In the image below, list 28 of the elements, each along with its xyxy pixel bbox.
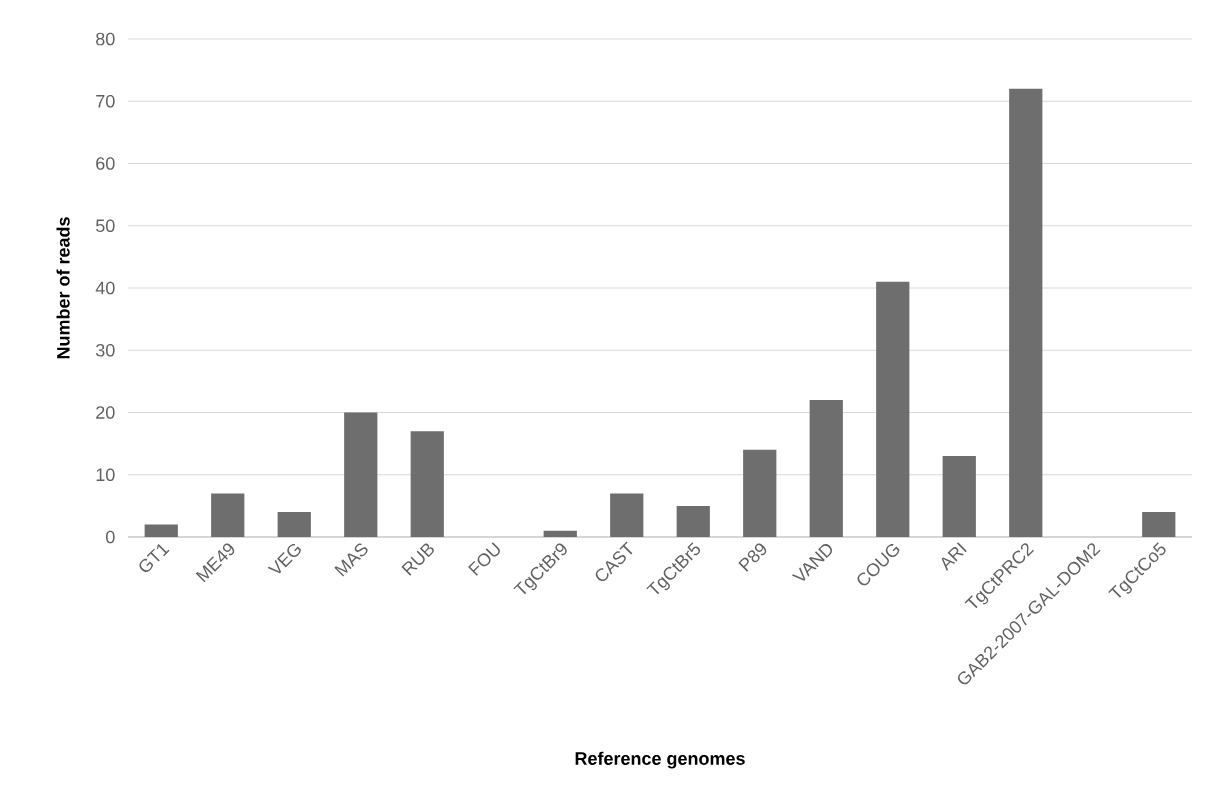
bar bbox=[676, 505, 710, 537]
bar bbox=[277, 512, 311, 537]
y-tick-label: 50 bbox=[96, 219, 115, 233]
y-tick-label: 70 bbox=[96, 94, 115, 108]
y-tick-label: 30 bbox=[95, 343, 115, 357]
x-tick-label: VEG bbox=[267, 544, 301, 574]
bar bbox=[743, 449, 777, 537]
y-tick-label: 40 bbox=[95, 281, 115, 295]
bar bbox=[410, 431, 444, 537]
x-tick-label: P89 bbox=[738, 543, 767, 572]
y-tick-label: 0 bbox=[106, 530, 115, 544]
y-tick-label: 10 bbox=[96, 468, 115, 482]
bar bbox=[610, 493, 644, 537]
bar bbox=[809, 400, 843, 537]
y-tick-label: 20 bbox=[96, 406, 115, 419]
x-tick-label: GT1 bbox=[139, 544, 170, 572]
bar bbox=[543, 530, 577, 537]
bar bbox=[1142, 512, 1176, 537]
bar bbox=[211, 493, 245, 537]
bar bbox=[876, 281, 910, 537]
x-axis-title: Reference genomes bbox=[575, 751, 745, 769]
y-tick-label: 60 bbox=[96, 157, 115, 170]
bar bbox=[1009, 88, 1043, 537]
bar bbox=[344, 412, 378, 537]
bar bbox=[942, 456, 976, 537]
bar bbox=[144, 524, 178, 537]
y-axis-title: Number of reads bbox=[56, 217, 70, 359]
y-tick-label: 80 bbox=[96, 32, 115, 46]
